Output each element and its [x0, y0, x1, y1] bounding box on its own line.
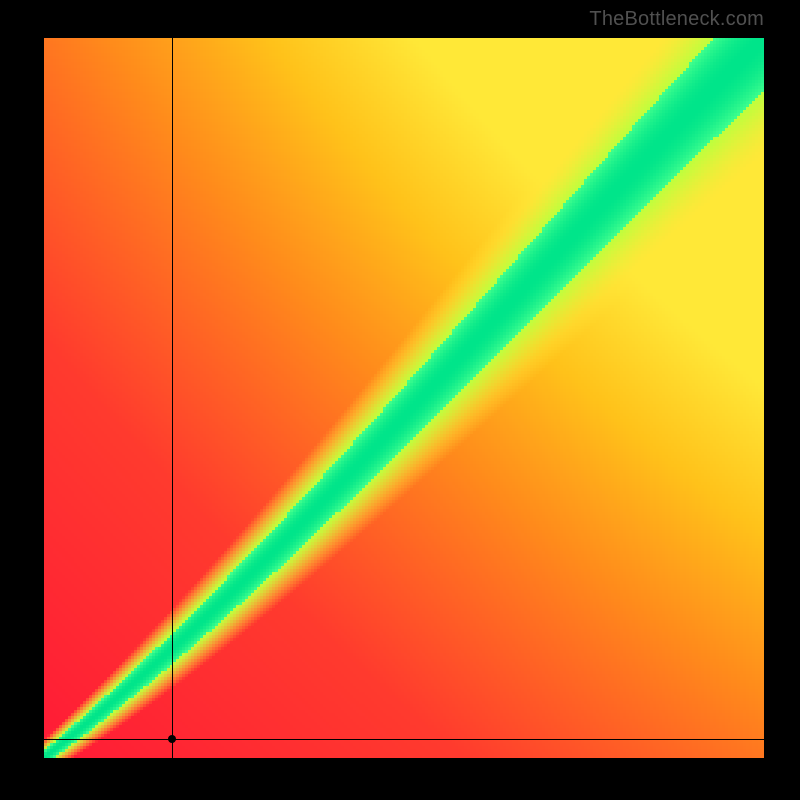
crosshair-horizontal	[44, 739, 764, 740]
crosshair-marker	[168, 735, 176, 743]
heatmap-canvas	[44, 38, 764, 758]
watermark: TheBottleneck.com	[589, 8, 764, 31]
crosshair-vertical	[172, 38, 173, 758]
plot-area	[44, 38, 764, 758]
